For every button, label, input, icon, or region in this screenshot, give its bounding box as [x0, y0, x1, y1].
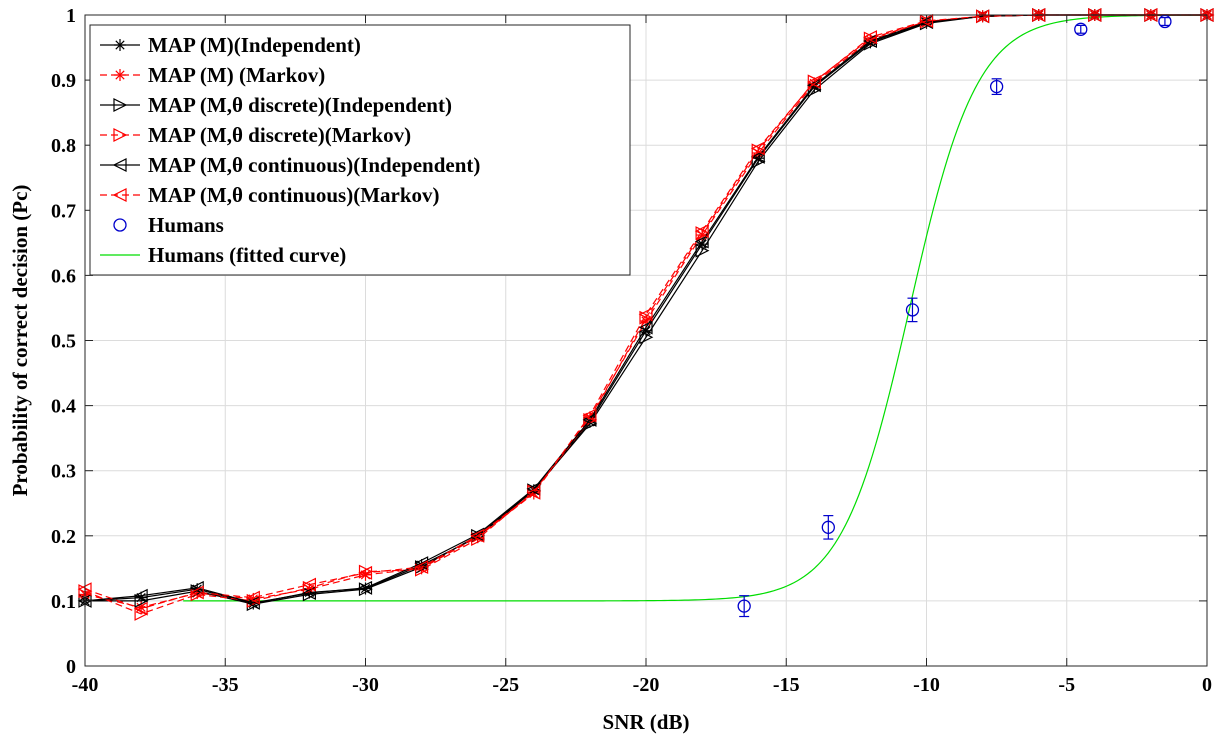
- humans-marker: [1074, 22, 1088, 36]
- humans-series: [737, 14, 1172, 618]
- y-tick-label: 0.4: [51, 396, 76, 418]
- series-point: [189, 585, 204, 600]
- y-tick-label: 0.9: [51, 70, 76, 92]
- y-tick-label: 0.7: [51, 200, 76, 222]
- x-tick-label: -5: [1058, 674, 1075, 696]
- legend-label: MAP (M,θ discrete)(Independent): [148, 93, 452, 117]
- series-point: [133, 588, 148, 603]
- legend-box: [89, 24, 631, 276]
- y-tick-label: 0.1: [51, 591, 76, 613]
- legend-label: Humans: [148, 213, 224, 237]
- humans-point: [737, 595, 751, 618]
- legend-item: MAP (M,θ discrete)(Independent): [100, 93, 452, 117]
- series-point: [750, 149, 765, 164]
- x-tick-label: -40: [72, 674, 99, 696]
- series-point: [302, 586, 316, 601]
- series-point: [133, 601, 148, 616]
- humans-point: [989, 78, 1004, 96]
- series-point: [245, 590, 260, 605]
- fitted-curve-line: [183, 14, 1207, 602]
- legend-item: MAP (M,θ continuous)(Markov): [100, 183, 440, 207]
- y-tick-label: 0.2: [51, 526, 76, 548]
- humans-point: [1158, 14, 1172, 29]
- series-point: [639, 310, 654, 325]
- y-tick-label: 0.8: [51, 135, 76, 157]
- legend-label: MAP (M)(Independent): [148, 33, 361, 57]
- series-point: [694, 224, 709, 239]
- series-point: [358, 582, 373, 597]
- y-tick-label: 0.6: [51, 265, 76, 287]
- legend-item: Humans (fitted curve): [100, 243, 346, 267]
- legend-marker: [113, 98, 128, 112]
- y-tick-label: 0.5: [51, 331, 76, 353]
- y-tick-label: 1: [66, 5, 76, 27]
- humans-marker: [905, 303, 920, 317]
- legend-marker: [112, 188, 127, 202]
- series-point: [638, 320, 653, 335]
- axis-ticks: -40 -35 -30 -25 -20 -15 -10 -5 0 0 0.1 0.2 0.3 0.4 0.5…: [51, 5, 1212, 696]
- series-point: [863, 30, 878, 45]
- series-point: [694, 234, 709, 249]
- series-point: [638, 307, 653, 322]
- humans-marker: [989, 79, 1004, 94]
- legend-marker: [113, 128, 128, 142]
- legend-marker: [114, 69, 126, 81]
- legend-label: MAP (M,θ discrete)(Markov): [148, 123, 411, 147]
- legend-item: MAP (M) (Markov): [100, 63, 325, 87]
- x-tick-label: -35: [212, 674, 239, 696]
- series-point: [582, 408, 597, 423]
- legend[interactable]: MAP (M)(Independent) MAP (M) (Markov) MAP …: [89, 24, 631, 276]
- legend-item: MAP (M)(Independent): [100, 33, 361, 57]
- legend-marker: [112, 158, 127, 172]
- series-point: [975, 9, 990, 24]
- series-point: [470, 528, 485, 543]
- series-point: [134, 606, 149, 621]
- humans-marker: [737, 599, 751, 613]
- x-tick-label: -25: [492, 674, 519, 696]
- x-tick-label: -10: [913, 674, 940, 696]
- legend-label: MAP (M,θ continuous)(Independent): [148, 153, 480, 177]
- legend-label: MAP (M) (Markov): [148, 63, 325, 87]
- series-point: [414, 560, 429, 575]
- x-tick-label: -15: [773, 674, 800, 696]
- series-point: [751, 154, 766, 169]
- x-tick-label: 0: [1202, 674, 1212, 696]
- humans-marker: [1158, 14, 1172, 29]
- humans-point: [1074, 22, 1088, 36]
- series-point: [358, 565, 373, 580]
- humans-point: [905, 297, 920, 323]
- y-tick-label: 0.3: [51, 461, 76, 483]
- y-tick-label: 0: [66, 656, 76, 678]
- humans-point: [821, 515, 835, 540]
- legend-item: MAP (M,θ discrete)(Markov): [100, 123, 411, 147]
- legend-label: MAP (M,θ continuous)(Markov): [148, 183, 440, 207]
- x-tick-label: -20: [633, 674, 660, 696]
- series-point: [134, 593, 149, 608]
- legend-label: Humans (fitted curve): [148, 243, 346, 267]
- series-point: [358, 564, 373, 579]
- series-point: [806, 75, 821, 90]
- series-point: [750, 141, 765, 156]
- humans-marker: [821, 520, 835, 534]
- x-axis-label: SNR (dB): [603, 710, 690, 734]
- legend-item: Humans: [113, 213, 224, 237]
- series-point: [302, 577, 316, 592]
- x-tick-label: -30: [352, 674, 379, 696]
- legend-marker: [113, 218, 127, 232]
- legend-item: MAP (M,θ continuous)(Independent): [100, 153, 480, 177]
- series-point: [526, 485, 541, 500]
- y-axis-label: Probability of correct decision (Pc): [8, 185, 32, 497]
- legend-marker: [114, 39, 126, 51]
- series-point: [358, 580, 373, 595]
